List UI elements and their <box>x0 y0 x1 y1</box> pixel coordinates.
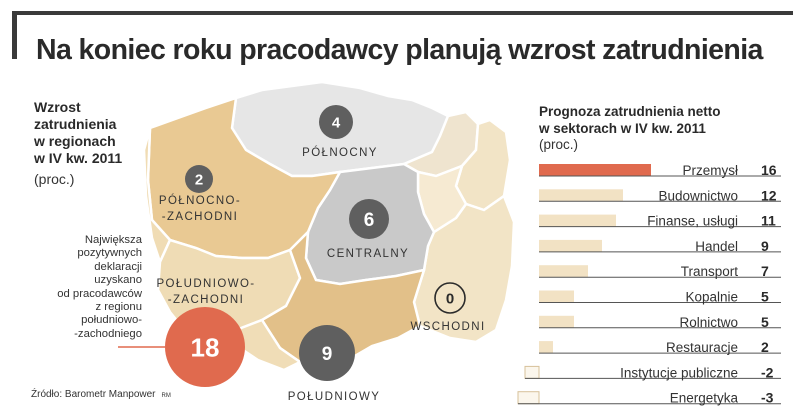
region-name-label: WSCHODNI <box>410 321 485 333</box>
sector-bars: Przemysł 16 Budownictwo 12 Finanse, usługi 11… <box>517 162 781 406</box>
sector-label: Finanse, usługi <box>647 214 738 229</box>
region-bubble <box>319 105 353 139</box>
map-note-line: -zachodniego <box>74 327 142 340</box>
map-note-line: Największa <box>84 234 142 246</box>
sector-label: Przemysł <box>682 163 738 178</box>
region-bubble <box>434 282 466 314</box>
region-name-label: PÓŁNOCNY <box>302 146 378 159</box>
region-value-label: 4 <box>332 114 341 131</box>
bar-chart-heading: Prognoza zatrudnienia netto w sektorach w… <box>539 103 749 137</box>
region-value-label: 18 <box>191 332 220 362</box>
bar-chart-heading-part: Prognoza zatrudnienia netto <box>539 104 721 119</box>
source-mark: RM <box>161 393 171 399</box>
region-bubble <box>349 199 389 239</box>
map-note-line: uzyskano <box>94 274 142 287</box>
source-note: Źródło: Barometr Manpower RM <box>31 389 171 400</box>
page-title: Na koniec roku pracodawcy planują wzrost… <box>36 34 763 66</box>
region-name-label: -ZACHODNI <box>162 211 239 223</box>
region-value-label: 6 <box>364 210 375 231</box>
sector-bar <box>517 391 540 405</box>
sector-label: Energetyka <box>670 391 739 406</box>
map-heading-line: Wzrost <box>34 99 81 115</box>
title-side-rule <box>12 15 17 59</box>
region-bubble <box>299 325 355 381</box>
sector-bar <box>539 265 588 278</box>
bar-chart-heading-line: Prognoza zatrudnienia netto w sektorach w… <box>539 103 749 137</box>
region-bubble <box>165 307 245 387</box>
sector-label: Transport <box>681 264 739 279</box>
poland-map <box>142 80 516 372</box>
region-labels: PÓŁNOCNY PÓŁNOCNO- -ZACHODNI CENTRALNY POŁUD… <box>156 146 485 403</box>
top-rule <box>12 11 793 15</box>
sector-value-label: -3 <box>761 390 774 406</box>
region-bubble <box>185 165 213 193</box>
region-value-label: 0 <box>446 290 454 307</box>
map-note-line: deklaracji <box>94 260 142 273</box>
bar-chart-heading-part: w sektorach w IV kw. 2011 <box>539 121 706 136</box>
sector-bar <box>539 315 574 328</box>
source-text: Źródło: Barometr Manpower <box>31 389 156 400</box>
region-bubbles: 4 2 6 18 0 9 <box>165 105 466 387</box>
map-note-line: z regionu <box>95 301 142 314</box>
sector-value-label: -2 <box>761 364 774 380</box>
region-name-label: POŁUDNIOWY <box>288 391 381 403</box>
sector-label: Kopalnie <box>685 290 738 305</box>
sector-value-label: 11 <box>761 213 776 229</box>
map-note-line: południowo- <box>81 314 142 327</box>
sector-label: Instytucje publiczne <box>620 365 738 380</box>
region-name-label: CENTRALNY <box>327 248 409 260</box>
sector-value-label: 7 <box>761 263 769 279</box>
map-note-line: od pracodawców <box>57 287 142 300</box>
sector-bar <box>539 239 602 252</box>
region-value-label: 2 <box>195 171 203 188</box>
sector-bar <box>539 189 623 202</box>
sector-bar <box>539 341 553 354</box>
map-heading-line: w regionach <box>34 133 116 149</box>
sector-value-label: 2 <box>761 339 769 355</box>
sector-label: Rolnictwo <box>679 315 738 330</box>
sector-label: Handel <box>695 239 738 254</box>
bar-chart-unit: (proc.) <box>539 137 579 152</box>
region-name-label: PÓŁNOCNO- <box>159 194 241 207</box>
map-heading: Wzrost zatrudnienia w regionach w IV kw.… <box>34 99 122 167</box>
region-name-label: -ZACHODNI <box>168 294 245 306</box>
region-value-label: 9 <box>322 344 333 365</box>
sector-bar <box>539 164 651 176</box>
map-note-line: pozytywnych <box>77 247 142 260</box>
map-unit: (proc.) <box>34 171 75 187</box>
map-note: Największa pozytywnych deklaracji uzyska… <box>24 234 142 341</box>
sector-label: Restauracje <box>666 340 738 355</box>
sector-value-label: 12 <box>761 187 777 203</box>
sector-value-label: 5 <box>761 289 769 305</box>
sector-bar <box>539 214 616 227</box>
sector-bar <box>539 290 574 303</box>
sector-value-label: 5 <box>761 314 769 330</box>
sector-bar <box>524 365 540 379</box>
region-name-label: POŁUDNIOWO- <box>156 278 255 290</box>
sector-label: Budownictwo <box>658 188 738 203</box>
sector-value-label: 16 <box>761 162 777 178</box>
map-heading-line: w IV kw. 2011 <box>34 150 123 166</box>
map-heading-line: zatrudnienia <box>34 116 117 132</box>
sector-value-label: 9 <box>761 238 769 254</box>
